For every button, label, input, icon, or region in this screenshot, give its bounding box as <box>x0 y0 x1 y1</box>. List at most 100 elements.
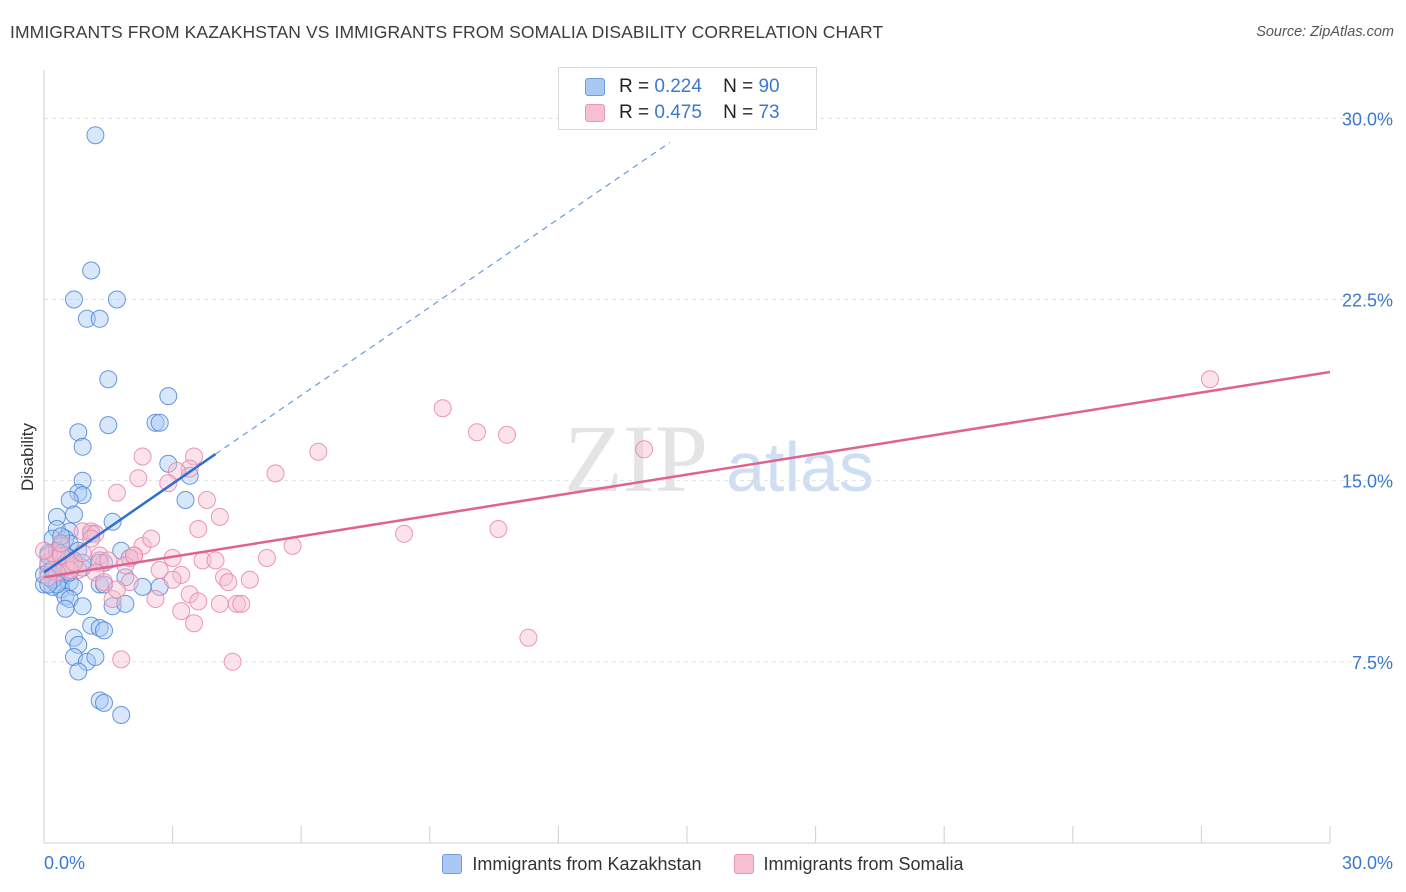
point-somalia <box>112 650 131 669</box>
trend-extension <box>215 141 671 455</box>
y-tick-label: 30.0% <box>1342 109 1393 129</box>
point-kazakhstan <box>69 662 88 681</box>
point-somalia <box>219 573 238 592</box>
watermark: ZIP atlas <box>564 405 874 512</box>
trend-lines <box>43 370 1331 579</box>
point-kazakhstan <box>86 648 105 666</box>
point-somalia <box>395 524 414 543</box>
legend-label: Immigrants from Kazakhstan <box>472 853 702 874</box>
point-kazakhstan <box>73 437 92 456</box>
point-somalia <box>159 474 178 493</box>
point-somalia <box>172 565 191 584</box>
legend-item-kazakhstan: Immigrants from Kazakhstan <box>442 851 702 877</box>
series-somalia-points <box>35 370 1219 671</box>
point-somalia <box>498 425 516 444</box>
stats-legend: R = 0.224 N = 90 R = 0.475 N = 73 <box>558 67 817 130</box>
n-label: N = <box>723 76 754 97</box>
point-kazakhstan <box>69 635 88 654</box>
r-label: R = <box>619 102 650 123</box>
r-value: 0.475 <box>654 102 702 123</box>
point-somalia <box>240 570 259 589</box>
point-somalia <box>266 464 285 483</box>
point-somalia <box>283 536 302 555</box>
point-kazakhstan <box>52 527 71 546</box>
n-label: N = <box>723 102 754 123</box>
y-tick-label: 15.0% <box>1342 472 1393 492</box>
point-kazakhstan <box>95 693 113 712</box>
point-kazakhstan <box>176 491 195 509</box>
y-tick-label: 22.5% <box>1342 290 1393 310</box>
stats-text: R = 0.224 N = 90 <box>619 76 780 98</box>
legend-label: Immigrants from Somalia <box>763 853 964 874</box>
y-tick-label: 7.5% <box>1352 653 1393 673</box>
point-kazakhstan <box>99 416 118 435</box>
point-kazakhstan <box>112 706 131 724</box>
trend-somalia <box>43 370 1331 579</box>
trend-kazakhstan <box>43 453 217 574</box>
point-somalia <box>210 594 229 613</box>
stats-text: R = 0.475 N = 73 <box>619 102 780 124</box>
point-somalia <box>206 551 225 570</box>
point-somalia <box>142 529 161 548</box>
point-somalia <box>232 594 251 613</box>
point-somalia <box>1201 370 1219 389</box>
point-somalia <box>150 561 169 579</box>
blue-swatch <box>442 854 463 874</box>
point-somalia <box>468 423 486 442</box>
series-kazakhstan-points <box>35 126 199 724</box>
point-somalia <box>309 442 328 461</box>
grid <box>44 117 1392 663</box>
point-somalia <box>433 399 452 418</box>
point-somalia <box>107 580 126 599</box>
point-somalia <box>52 534 71 553</box>
point-somalia <box>172 602 191 621</box>
r-label: R = <box>619 76 650 97</box>
pink-swatch <box>585 104 605 122</box>
point-kazakhstan <box>99 370 118 389</box>
point-kazakhstan <box>77 309 96 328</box>
point-somalia <box>519 628 538 647</box>
chart-title: IMMIGRANTS FROM KAZAKHSTAN VS IMMIGRANTS… <box>10 22 884 42</box>
point-kazakhstan <box>65 290 83 309</box>
point-somalia <box>146 590 165 608</box>
n-value: 73 <box>758 102 780 123</box>
point-somalia <box>489 520 508 538</box>
point-kazakhstan <box>65 505 83 524</box>
point-somalia <box>99 551 118 570</box>
r-value: 0.224 <box>654 76 702 97</box>
x-tick-label-max: 30.0% <box>1342 853 1393 873</box>
point-kazakhstan <box>56 599 75 618</box>
point-somalia <box>133 447 152 466</box>
legend-item-somalia: Immigrants from Somalia <box>733 851 964 877</box>
point-somalia <box>163 570 182 589</box>
watermark-zip: ZIP <box>564 405 708 512</box>
source-label: Source: ZipAtlas.com <box>1256 24 1394 40</box>
point-somalia <box>103 590 122 608</box>
point-somalia <box>189 592 208 611</box>
point-somalia <box>635 440 654 459</box>
point-kazakhstan <box>60 491 79 509</box>
point-somalia <box>129 469 148 488</box>
point-kazakhstan <box>86 126 105 145</box>
tick-labels: 7.5% 15.0% 22.5% 30.0% 0.0% 30.0% <box>44 109 1393 873</box>
point-somalia <box>185 614 203 633</box>
point-somalia <box>107 483 126 502</box>
x-tick-label-min: 0.0% <box>44 853 85 873</box>
point-kazakhstan <box>159 387 178 406</box>
point-kazakhstan <box>69 423 88 442</box>
point-somalia <box>35 541 53 560</box>
point-somalia <box>223 652 242 671</box>
point-kazakhstan <box>146 413 165 432</box>
point-somalia <box>197 491 216 509</box>
watermark-atlas: atlas <box>726 428 874 506</box>
point-somalia <box>257 549 276 567</box>
point-somalia <box>210 507 229 526</box>
n-value: 90 <box>758 76 780 97</box>
blue-swatch <box>585 78 605 96</box>
trend-kazakhstan-extension <box>215 141 671 455</box>
point-somalia <box>189 520 208 538</box>
y-axis-label: Disability <box>18 422 37 491</box>
point-kazakhstan <box>73 597 92 616</box>
point-kazakhstan <box>107 290 126 309</box>
